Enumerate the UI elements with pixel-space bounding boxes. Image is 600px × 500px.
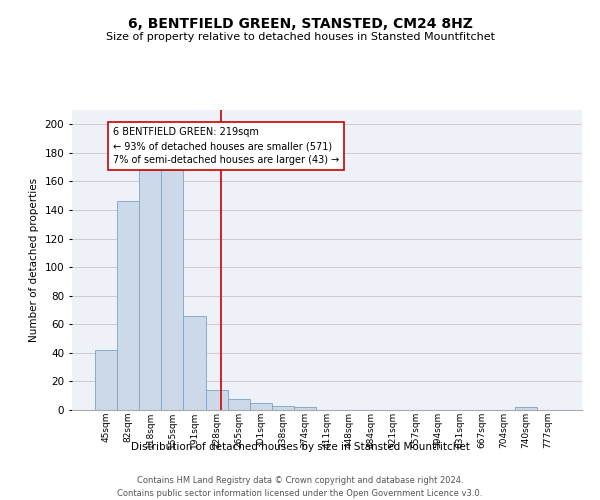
- Bar: [272, 406, 294, 410]
- Text: Size of property relative to detached houses in Stansted Mountfitchet: Size of property relative to detached ho…: [106, 32, 494, 42]
- Bar: [95, 350, 117, 410]
- Text: Contains HM Land Registry data © Crown copyright and database right 2024.: Contains HM Land Registry data © Crown c…: [137, 476, 463, 485]
- Text: Distribution of detached houses by size in Stansted Mountfitchet: Distribution of detached houses by size …: [131, 442, 469, 452]
- Bar: [250, 403, 272, 410]
- Bar: [139, 170, 161, 410]
- Bar: [206, 390, 227, 410]
- Bar: [515, 407, 537, 410]
- Text: 6 BENTFIELD GREEN: 219sqm
← 93% of detached houses are smaller (571)
7% of semi-: 6 BENTFIELD GREEN: 219sqm ← 93% of detac…: [113, 127, 339, 165]
- Bar: [184, 316, 206, 410]
- Bar: [117, 202, 139, 410]
- Bar: [161, 170, 184, 410]
- Bar: [227, 398, 250, 410]
- Bar: [294, 407, 316, 410]
- Text: Contains public sector information licensed under the Open Government Licence v3: Contains public sector information licen…: [118, 489, 482, 498]
- Text: 6, BENTFIELD GREEN, STANSTED, CM24 8HZ: 6, BENTFIELD GREEN, STANSTED, CM24 8HZ: [128, 18, 472, 32]
- Y-axis label: Number of detached properties: Number of detached properties: [29, 178, 39, 342]
